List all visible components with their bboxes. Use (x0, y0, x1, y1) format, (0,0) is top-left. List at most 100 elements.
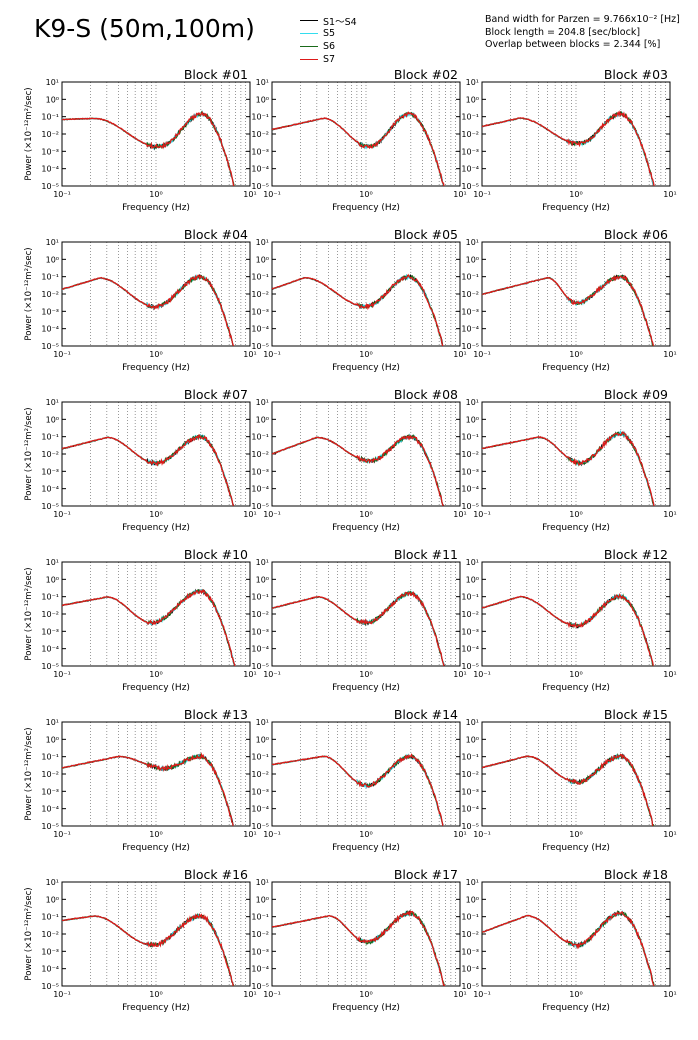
x-tick-label: 10⁰ (359, 350, 372, 359)
y-tick-label: 10⁻⁴ (461, 965, 479, 974)
y-tick-label: 10¹ (46, 878, 59, 887)
y-tick-label: 10⁰ (46, 735, 59, 744)
y-tick-label: 10⁻¹ (41, 593, 59, 602)
y-tick-label: 10⁻⁴ (251, 805, 269, 814)
series-line-S7 (272, 753, 444, 826)
series-line-S7 (482, 753, 654, 826)
y-tick-label: 10¹ (256, 238, 269, 247)
y-tick-label: 10⁻⁴ (251, 645, 269, 654)
block-title: Block #03 (604, 67, 668, 82)
y-tick-label: 10⁻¹ (461, 433, 479, 442)
y-tick-label: 10¹ (46, 718, 59, 727)
x-tick-label: 10⁻¹ (473, 350, 491, 359)
x-tick-label: 10⁻¹ (53, 510, 71, 519)
legend-label: S7 (323, 54, 336, 65)
y-tick-label: 10⁰ (46, 575, 59, 584)
legend-item: S5 (300, 27, 410, 40)
x-tick-label: 10⁰ (359, 510, 372, 519)
y-tick-label: 10⁻² (461, 450, 479, 459)
x-tick-label: 10⁰ (149, 350, 162, 359)
y-tick-label: 10⁰ (466, 95, 479, 104)
param-overlap: Overlap between blocks = 2.344 [%] (485, 39, 661, 50)
y-tick-label: 10⁻² (41, 130, 59, 139)
y-tick-label: 10⁻⁴ (461, 805, 479, 814)
x-tick-label: 10⁰ (569, 510, 582, 519)
x-tick-label: 10⁻¹ (53, 670, 71, 679)
y-tick-label: 10⁻³ (251, 467, 269, 476)
y-tick-label: 10¹ (256, 78, 269, 87)
x-tick-label: 10⁰ (149, 510, 162, 519)
y-axis-label: Power (×10⁻¹²m²/sec) (24, 727, 34, 820)
block-title: Block #18 (604, 867, 668, 882)
block-title: Block #01 (184, 67, 248, 82)
x-tick-label: 10⁰ (149, 190, 162, 199)
y-tick-label: 10⁻¹ (461, 593, 479, 602)
legend-swatch-s7 (300, 59, 318, 60)
analysis-parameters: Band width for Parzen = 9.766x10⁻² [Hz] … (485, 14, 680, 52)
x-tick-label: 10¹ (243, 510, 256, 519)
series-line-S7 (272, 111, 445, 186)
y-tick-label: 10⁻² (251, 770, 269, 779)
y-tick-label: 10⁻⁴ (461, 325, 479, 334)
x-axis-label: Frequency (Hz) (542, 523, 610, 533)
series-line-S7 (62, 434, 235, 506)
x-tick-label: 10¹ (663, 990, 676, 999)
x-tick-label: 10⁰ (149, 830, 162, 839)
y-tick-label: 10⁻⁵ (251, 182, 269, 191)
y-tick-label: 10⁰ (256, 95, 269, 104)
x-tick-label: 10¹ (663, 350, 676, 359)
x-tick-label: 10⁻¹ (473, 190, 491, 199)
y-tick-label: 10⁰ (256, 735, 269, 744)
y-tick-label: 10¹ (46, 238, 59, 247)
y-tick-label: 10⁻¹ (251, 433, 269, 442)
series-line-S7 (482, 431, 655, 506)
y-tick-label: 10⁻⁴ (251, 485, 269, 494)
y-tick-label: 10¹ (256, 718, 269, 727)
x-tick-label: 10¹ (243, 830, 256, 839)
y-tick-label: 10⁻⁴ (41, 485, 59, 494)
y-tick-label: 10⁻³ (461, 787, 479, 796)
y-tick-label: 10⁻⁴ (41, 965, 59, 974)
block-title: Block #12 (604, 547, 668, 562)
y-tick-label: 10⁰ (466, 415, 479, 424)
y-tick-label: 10⁰ (466, 735, 479, 744)
x-tick-label: 10⁰ (359, 190, 372, 199)
legend-swatch-s1-s4 (300, 20, 318, 21)
series-line-S7 (62, 588, 236, 666)
y-axis-label: Power (×10⁻¹²m²/sec) (24, 887, 34, 980)
x-axis-label: Frequency (Hz) (542, 1003, 610, 1013)
y-tick-label: 10⁻² (41, 930, 59, 939)
y-tick-label: 10⁰ (466, 255, 479, 264)
y-tick-label: 10⁻³ (251, 307, 269, 316)
y-tick-label: 10⁻² (251, 450, 269, 459)
y-tick-label: 10⁻¹ (461, 273, 479, 282)
y-axis-label: Power (×10⁻¹²m²/sec) (24, 87, 34, 180)
x-axis-label: Frequency (Hz) (122, 683, 190, 693)
y-tick-label: 10⁻⁵ (41, 182, 59, 191)
x-tick-label: 10⁻¹ (53, 990, 71, 999)
param-bandwidth: Band width for Parzen = 9.766x10⁻² [Hz] (485, 14, 680, 25)
y-tick-label: 10⁻² (41, 610, 59, 619)
x-axis-label: Frequency (Hz) (332, 363, 400, 373)
y-tick-label: 10⁻⁵ (461, 342, 479, 351)
legend: S1～S4 S5 S6 S7 (300, 14, 410, 66)
y-tick-label: 10⁻¹ (251, 593, 269, 602)
y-tick-label: 10⁻² (461, 290, 479, 299)
y-tick-label: 10⁰ (466, 895, 479, 904)
y-tick-label: 10⁻² (41, 450, 59, 459)
block-title: Block #13 (184, 707, 248, 722)
y-tick-label: 10¹ (256, 878, 269, 887)
y-tick-label: 10⁻⁵ (41, 822, 59, 831)
y-tick-label: 10⁻⁵ (461, 502, 479, 511)
